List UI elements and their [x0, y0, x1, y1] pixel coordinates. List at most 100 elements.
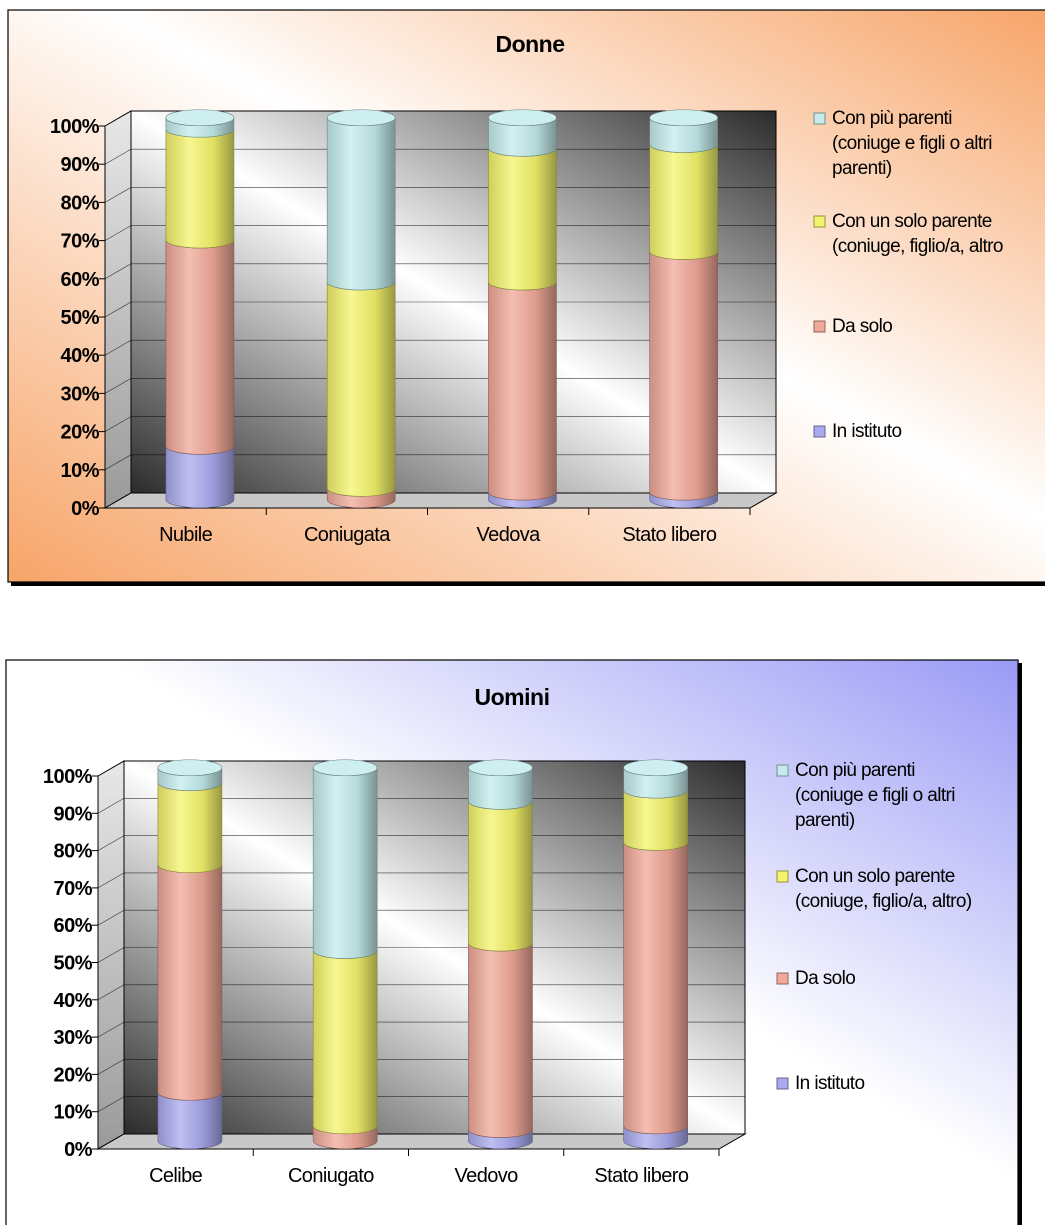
side-gridline	[97, 760, 125, 777]
legend-swatch	[776, 972, 789, 985]
side-gridline	[104, 416, 132, 432]
bar-segment	[312, 950, 378, 1135]
bar-segment	[649, 144, 718, 260]
legend-swatch	[813, 215, 826, 228]
y-tick-label: 70%	[53, 878, 92, 900]
side-gridline	[97, 947, 125, 963]
side-gridline	[104, 110, 132, 127]
y-tick-label: 40%	[53, 990, 92, 1012]
bar-segment	[157, 1092, 223, 1150]
y-tick-label: 100%	[50, 116, 100, 138]
side-gridline	[97, 984, 125, 1001]
y-tick-label: 100%	[43, 766, 93, 788]
y-tick-label: 80%	[60, 192, 99, 214]
side-gridline	[104, 187, 132, 203]
side-gridline	[97, 1096, 125, 1112]
y-tick-label: 90%	[53, 803, 92, 825]
chart-panel-uomini: Uomini 0% 10% 20% 30% 40% 50% 60% 70% 80% 90% 100% C…	[0, 648, 1045, 1225]
y-tick-label: 70%	[60, 231, 99, 253]
chart-uomini: Uomini 0% 10% 20% 30% 40% 50% 60% 70% 80% 90% 100% C…	[5, 659, 1022, 1225]
legend-label: Con un solo parente (coniuge, figlio/a, a…	[795, 866, 972, 912]
y-tick-label: 80%	[53, 841, 92, 863]
chart-title: Uomini	[475, 684, 550, 710]
legend-swatch	[813, 320, 826, 333]
side-gridline	[97, 1133, 125, 1150]
side-gridline	[104, 263, 132, 280]
side-gridline	[97, 1059, 125, 1075]
legend-swatch	[776, 870, 789, 883]
y-tick-label: 0%	[71, 498, 100, 520]
legend-label: Con un solo parente (coniuge, figlio/a, a…	[832, 211, 1003, 257]
side-gridline	[104, 225, 132, 241]
bar-cap	[157, 759, 223, 777]
bar-segment	[165, 239, 235, 455]
bar-segment	[165, 129, 235, 249]
side-gridline	[97, 1021, 125, 1038]
side-gridline	[104, 378, 132, 394]
bar-segment	[468, 943, 533, 1138]
bar-segment	[649, 251, 718, 501]
legend-label: Con più parenti (coniuge e figli o altri p…	[795, 760, 955, 831]
x-tick-label: Vedova	[477, 524, 542, 546]
chart-donne: Donne 0% 10% 20% 30% 40% 50% 60% 70% 80% 90% 100% Nu…	[7, 9, 1045, 586]
bar-segment	[326, 281, 396, 497]
legend-label: Con più parenti (coniuge e figli o altri p…	[832, 108, 992, 179]
bar-segment	[623, 842, 688, 1135]
legend-label: Da solo	[795, 968, 855, 989]
legend-swatch	[813, 425, 826, 438]
bar-segment	[488, 148, 557, 291]
legend-swatch	[776, 1077, 789, 1090]
x-tick-label: Coniugata	[304, 524, 391, 546]
bar-cap	[623, 759, 688, 777]
legend-swatch	[776, 764, 789, 777]
bar-segment	[488, 281, 557, 501]
y-tick-label: 20%	[60, 422, 99, 444]
y-tick-label: 10%	[60, 460, 99, 482]
y-tick-label: 40%	[60, 345, 99, 367]
y-tick-label: 90%	[60, 154, 99, 176]
bar-segment	[326, 117, 396, 291]
x-tick-label: Celibe	[149, 1165, 203, 1187]
bar-segment	[157, 782, 223, 874]
chart-panel-donne: Donne 0% 10% 20% 30% 40% 50% 60% 70% 80% 90% 100% Nu…	[0, 0, 1045, 600]
side-gridline	[97, 872, 125, 889]
bar-cap	[649, 109, 718, 127]
side-gridline	[104, 492, 132, 509]
y-tick-label: 30%	[53, 1027, 92, 1049]
y-tick-label: 10%	[53, 1102, 92, 1124]
x-tick-label: Nubile	[159, 524, 213, 546]
bar-cap	[165, 109, 235, 127]
y-tick-label: 60%	[60, 269, 99, 291]
side-gridline	[97, 835, 125, 851]
side-gridline	[104, 339, 132, 356]
legend-label: Da solo	[832, 316, 892, 337]
bar-segment	[312, 767, 378, 959]
y-tick-label: 20%	[53, 1064, 92, 1086]
bar-cap	[488, 109, 557, 127]
chart-title: Donne	[495, 31, 564, 57]
side-gridline	[97, 798, 125, 814]
y-tick-label: 50%	[60, 307, 99, 329]
bar-segment	[165, 446, 235, 509]
x-tick-label: Stato libero	[622, 524, 716, 546]
side-gridline	[104, 301, 132, 318]
y-tick-label: 0%	[64, 1139, 93, 1161]
bar-cap	[312, 759, 378, 777]
legend-swatch	[813, 112, 826, 125]
bar-cap	[468, 759, 533, 777]
y-tick-label: 30%	[60, 383, 99, 405]
side-gridline	[104, 148, 132, 165]
bar-segment	[623, 790, 688, 851]
y-tick-label: 60%	[53, 915, 92, 937]
x-tick-label: Vedovo	[455, 1165, 519, 1187]
y-tick-label: 50%	[53, 953, 92, 975]
legend-label: In istituto	[832, 421, 901, 442]
side-gridline	[97, 909, 125, 926]
bar-segment	[468, 801, 533, 952]
x-tick-label: Stato libero	[594, 1165, 688, 1187]
bar-segment	[157, 864, 223, 1101]
bar-cap	[326, 109, 396, 127]
x-tick-label: Coniugato	[288, 1165, 374, 1187]
legend-label: In istituto	[795, 1073, 864, 1094]
side-gridline	[104, 454, 132, 471]
